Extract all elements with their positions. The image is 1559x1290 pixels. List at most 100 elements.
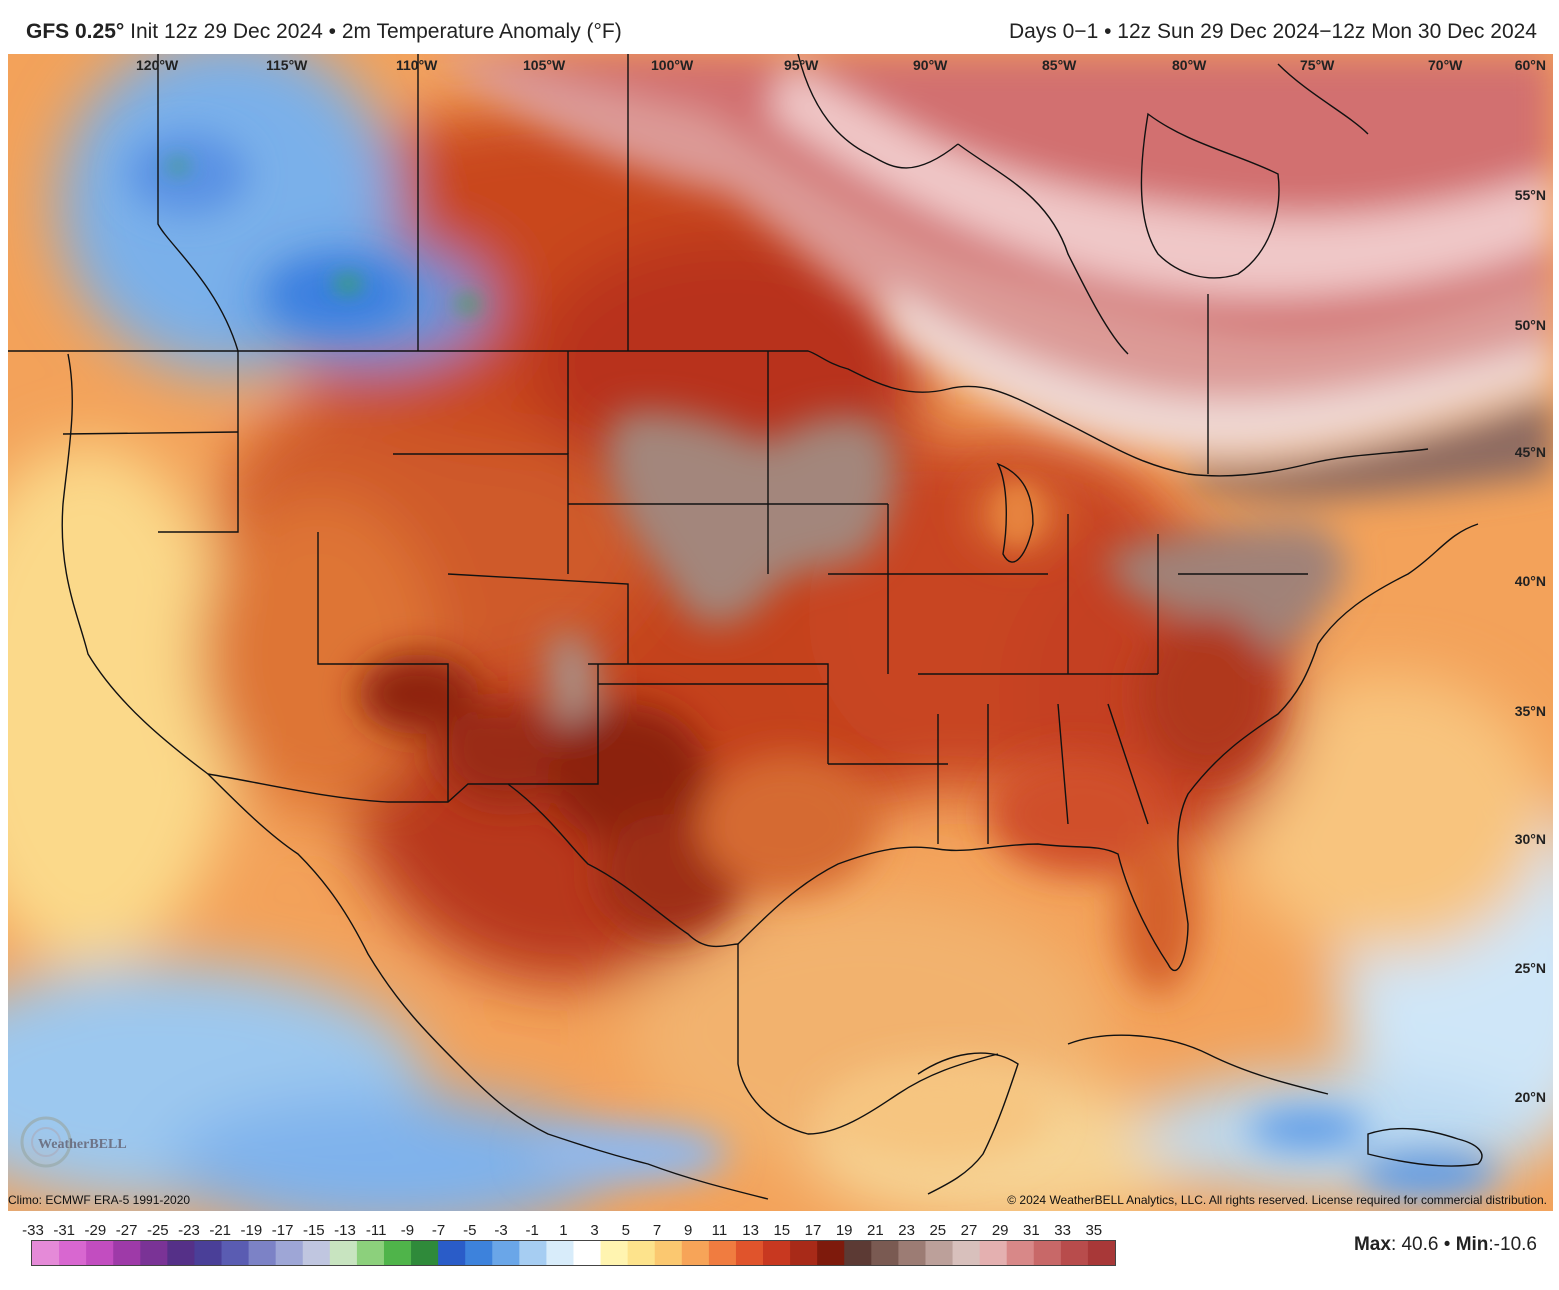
- colorbar-tick-label: 7: [652, 1222, 662, 1239]
- colorbar-swatch: [411, 1241, 439, 1265]
- colorbar-swatch: [979, 1241, 1008, 1265]
- anomaly-field-broad: [8, 54, 1553, 1211]
- colorbar-tick-label: 19: [835, 1222, 853, 1239]
- colorbar-tick-label: 11: [711, 1222, 728, 1239]
- colorbar-tick-label: -3: [494, 1222, 508, 1239]
- weatherbell-logo: WeatherBELL: [20, 1116, 127, 1168]
- lon-label: 120°W: [136, 57, 179, 73]
- colorbar-tick-label: 33: [1054, 1222, 1071, 1239]
- colorbar-swatch: [302, 1241, 331, 1265]
- colorbar-tick-label: 3: [590, 1222, 599, 1239]
- colorbar-tick-label: -25: [146, 1222, 169, 1239]
- lat-label: 20°N: [1515, 1089, 1546, 1105]
- colorbar-tick-label: 9: [684, 1222, 693, 1239]
- longitude-labels: 120°W 115°W 110°W 105°W 100°W 95°W 90°W …: [136, 57, 1463, 73]
- colorbar-swatch: [627, 1241, 656, 1265]
- colorbar-tick-label: 17: [804, 1222, 822, 1239]
- colorbar-swatch: [600, 1241, 629, 1265]
- colorbar-swatch: [221, 1241, 250, 1265]
- colorbar-tick-label: -23: [178, 1222, 200, 1239]
- colorbar-tick-label: -29: [84, 1222, 107, 1239]
- max-label: Max: [1353, 1234, 1391, 1255]
- colorbar-tick-label: 25: [929, 1222, 947, 1239]
- colorbar-swatch: [113, 1241, 141, 1265]
- colorbar-swatch: [546, 1241, 575, 1265]
- colorbar-swatch: [1087, 1241, 1115, 1265]
- colorbar-tick-label: -7: [431, 1222, 446, 1239]
- lat-label: 40°N: [1515, 573, 1546, 589]
- colorbar: [31, 1240, 1116, 1266]
- colorbar-tick-label: -9: [400, 1222, 415, 1239]
- colorbar-swatch: [32, 1241, 60, 1265]
- map-header: GFS 0.25° Init 12z 29 Dec 2024 • 2m Temp…: [26, 20, 1537, 52]
- lon-label: 105°W: [523, 57, 566, 73]
- min-value: :-10.6: [1488, 1234, 1537, 1255]
- colorbar-tick-label: 31: [1023, 1222, 1040, 1239]
- colorbar-tick-label: -5: [463, 1222, 477, 1239]
- climo-note: Climo: ECMWF ERA-5 1991-2020: [8, 1193, 191, 1207]
- colorbar-tick-label: -31: [53, 1222, 76, 1239]
- colorbar-swatch: [329, 1241, 358, 1265]
- colorbar-tick-label: 1: [559, 1222, 568, 1239]
- colorbar-swatch: [898, 1241, 927, 1265]
- colorbar-swatch: [1033, 1241, 1062, 1265]
- colorbar-swatch: [654, 1241, 683, 1265]
- valid-period: Days 0−1 • 12z Sun 29 Dec 2024−12z Mon 3…: [1008, 20, 1537, 43]
- colorbar-swatch: [383, 1241, 412, 1265]
- lat-label: 30°N: [1515, 831, 1546, 847]
- colorbar-swatch: [817, 1241, 845, 1265]
- colorbar-swatch: [1060, 1241, 1089, 1265]
- colorbar-swatch: [519, 1241, 548, 1265]
- colorbar-swatch: [790, 1241, 818, 1265]
- colorbar-swatch: [275, 1241, 304, 1265]
- colorbar-swatch: [952, 1241, 981, 1265]
- lon-label: 75°W: [1300, 57, 1335, 73]
- colorbar-tick-label: 15: [773, 1222, 791, 1239]
- header-separator: •: [328, 20, 336, 43]
- max-value: : 40.6 •: [1390, 1234, 1451, 1255]
- colorbar-tick-label: -13: [334, 1222, 356, 1239]
- lon-label: 80°W: [1172, 57, 1207, 73]
- lon-label: 90°W: [913, 57, 948, 73]
- colorbar-swatch: [465, 1241, 493, 1265]
- colorbar-swatch: [681, 1241, 710, 1265]
- lat-label: 60°N: [1515, 57, 1546, 73]
- lon-label: 110°W: [396, 57, 438, 73]
- colorbar-swatch: [871, 1241, 899, 1265]
- logo-text: WeatherBELL: [38, 1137, 127, 1152]
- lat-label: 45°N: [1515, 444, 1546, 460]
- model-name: GFS 0.25°: [26, 20, 125, 43]
- anomaly-field-detail: [128, 54, 1553, 1196]
- colorbar-tick-label: -17: [271, 1222, 294, 1239]
- lon-label: 95°W: [784, 57, 819, 73]
- colorbar-swatch: [194, 1241, 223, 1265]
- colorbar-tick-label: -11: [365, 1222, 387, 1239]
- min-label: Min: [1455, 1234, 1489, 1255]
- colorbar-tick-label: 27: [960, 1222, 978, 1239]
- boundaries: [8, 54, 1483, 1200]
- anomaly-map: 120°W 115°W 110°W 105°W 100°W 95°W 90°W …: [8, 54, 1553, 1211]
- lon-label: 115°W: [266, 57, 308, 73]
- colorbar-swatch: [1006, 1241, 1035, 1265]
- lat-label: 50°N: [1515, 317, 1546, 333]
- colorbar-tick-label: -1: [525, 1222, 539, 1239]
- latitude-labels: 60°N 55°N 50°N 45°N 40°N 35°N 30°N 25°N …: [1515, 57, 1546, 1105]
- colorbar-tick-label: -21: [209, 1222, 232, 1239]
- colorbar-tick-label: -27: [115, 1222, 138, 1239]
- init-time: Init 12z 29 Dec 2024: [130, 20, 323, 43]
- colorbar-swatch: [86, 1241, 114, 1265]
- colorbar-swatch: [492, 1241, 520, 1265]
- lon-label: 70°W: [1428, 57, 1463, 73]
- colorbar-tick-label: -19: [240, 1222, 263, 1239]
- colorbar-swatch: [844, 1241, 872, 1265]
- colorbar-tick-label: -15: [302, 1222, 325, 1239]
- colorbar-swatch: [438, 1241, 466, 1265]
- colorbar-swatch: [763, 1241, 791, 1265]
- lon-label: 100°W: [651, 57, 694, 73]
- colorbar-swatch: [735, 1241, 764, 1265]
- lat-label: 25°N: [1515, 960, 1546, 976]
- max-min-stats: Max: 40.6 • Min:-10.6: [1354, 1234, 1537, 1256]
- colorbar-swatch: [708, 1241, 737, 1265]
- colorbar-swatch: [573, 1241, 602, 1265]
- colorbar-swatch: [59, 1241, 87, 1265]
